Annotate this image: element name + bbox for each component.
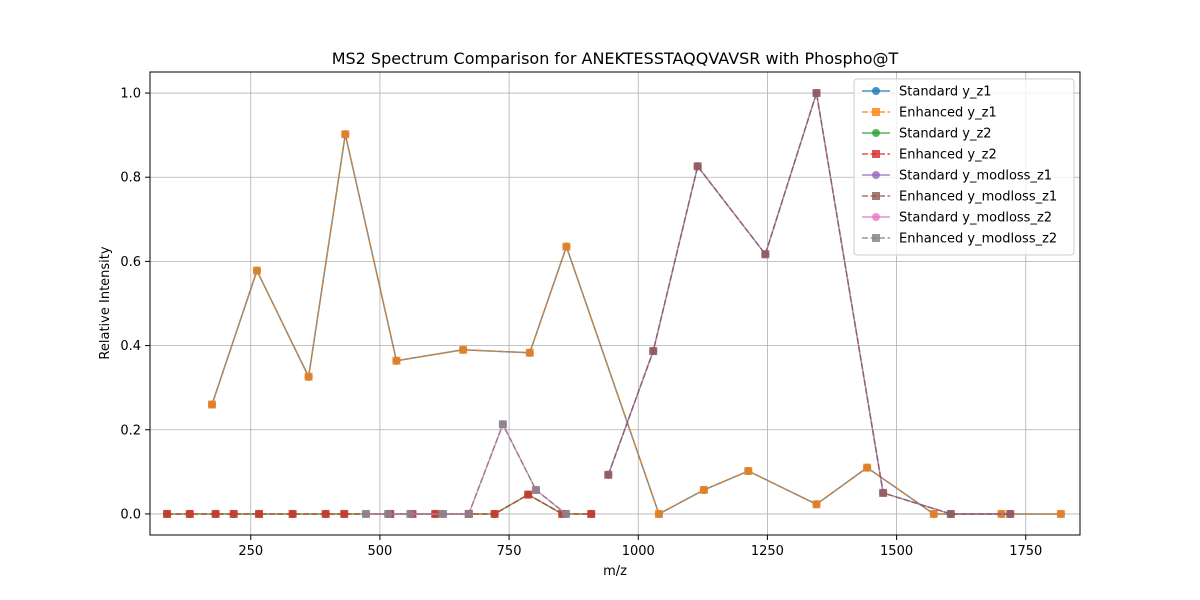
series-line [607,92,1011,515]
data-point [744,467,753,476]
data-point [1056,509,1065,518]
data-point [498,420,507,429]
legend-marker [872,234,880,242]
legend-entry: Enhanced y_z1 [862,106,997,121]
series-layer [163,89,1065,518]
y-tick-label: 0.6 [120,255,141,270]
data-point [208,400,216,409]
data-point [229,509,238,518]
data-point [929,509,938,518]
legend-box [853,78,1075,256]
legend: Standard y_z1 Enhanced y_z1 Standard y_z2 E… [853,78,1075,256]
data-point [384,509,393,518]
series-enhanced-y-modloss-z1 [604,89,1015,518]
legend-entry: Standard y_modloss_z2 [862,211,1052,226]
data-point [304,372,313,381]
legend-entry: Enhanced y_z2 [862,148,997,163]
y-axis-label: Relative Intensity [98,246,113,359]
legend-label: Standard y_modloss_z1 [899,169,1052,184]
legend-marker [872,171,880,179]
x-tick-label: 500 [368,544,393,559]
x-tick-label: 1000 [622,544,655,559]
x-tick-label: 750 [497,544,522,559]
legend-label: Standard y_modloss_z2 [899,211,1052,226]
data-point [1006,509,1015,518]
legend-label: Enhanced y_modloss_z2 [899,232,1057,247]
legend-entry: Standard y_z1 [862,85,992,100]
data-point [490,509,499,518]
legend-marker [872,129,880,137]
data-point [392,356,401,365]
data-point [321,509,330,518]
data-point [587,509,596,518]
y-tick-label: 1.0 [120,87,141,102]
data-point [761,250,770,259]
x-tick-label: 250 [238,544,263,559]
legend-entry: Enhanced y_modloss_z1 [862,190,1057,205]
data-point [524,490,533,499]
data-point [464,509,473,518]
data-point [163,509,172,518]
x-axis-label: m/z [603,564,627,579]
legend-marker [872,192,880,200]
data-point [525,348,534,357]
data-point [340,509,349,518]
y-axis: 0.0 0.2 0.4 0.6 0.8 1.0 [120,87,150,522]
data-point [252,266,261,275]
x-axis: 250 500 750 1000 1250 1500 1750 [238,535,1042,559]
data-point [531,485,540,494]
data-point [211,509,220,518]
legend-marker [872,213,880,221]
data-point [699,485,708,494]
data-point [406,509,415,518]
chart-title: MS2 Spectrum Comparison for ANEKTESSTAQQ… [332,49,899,68]
series-enhanced-y-z1 [208,130,1065,518]
legend-label: Standard y_z2 [899,127,992,142]
legend-entry: Standard y_modloss_z1 [862,169,1052,184]
legend-label: Enhanced y_z2 [899,148,997,163]
legend-label: Enhanced y_modloss_z1 [899,190,1057,205]
data-point [561,509,570,518]
data-point [604,470,613,479]
data-point [255,509,264,518]
legend-marker [872,150,880,158]
data-point [438,509,447,518]
data-point [185,509,194,518]
legend-label: Enhanced y_z1 [899,106,997,121]
x-tick-label: 1750 [1009,544,1042,559]
legend-marker [872,108,880,116]
data-point [879,488,888,497]
series-enhanced-y-modloss-z2 [361,420,570,518]
data-point [459,345,468,354]
x-tick-label: 1500 [880,544,913,559]
legend-marker [872,87,880,95]
x-tick-label: 1250 [751,544,784,559]
y-tick-label: 0.0 [120,507,141,522]
data-point [693,162,702,171]
data-point [361,509,370,518]
data-point [288,509,297,518]
data-point [946,509,955,518]
data-point [812,89,821,98]
y-tick-label: 0.8 [120,171,141,186]
legend-entry: Standard y_z2 [862,127,992,142]
data-point [341,130,350,139]
plot-frame [149,71,1081,536]
series-line [211,133,1061,515]
legend-entry: Enhanced y_modloss_z2 [862,232,1057,247]
data-point [654,509,663,518]
legend-label: Standard y_z1 [899,85,992,100]
data-point [562,242,571,251]
data-point [812,500,821,509]
y-tick-label: 0.2 [120,423,141,438]
data-point [649,347,658,356]
y-tick-label: 0.4 [120,339,141,354]
data-point [863,463,872,472]
